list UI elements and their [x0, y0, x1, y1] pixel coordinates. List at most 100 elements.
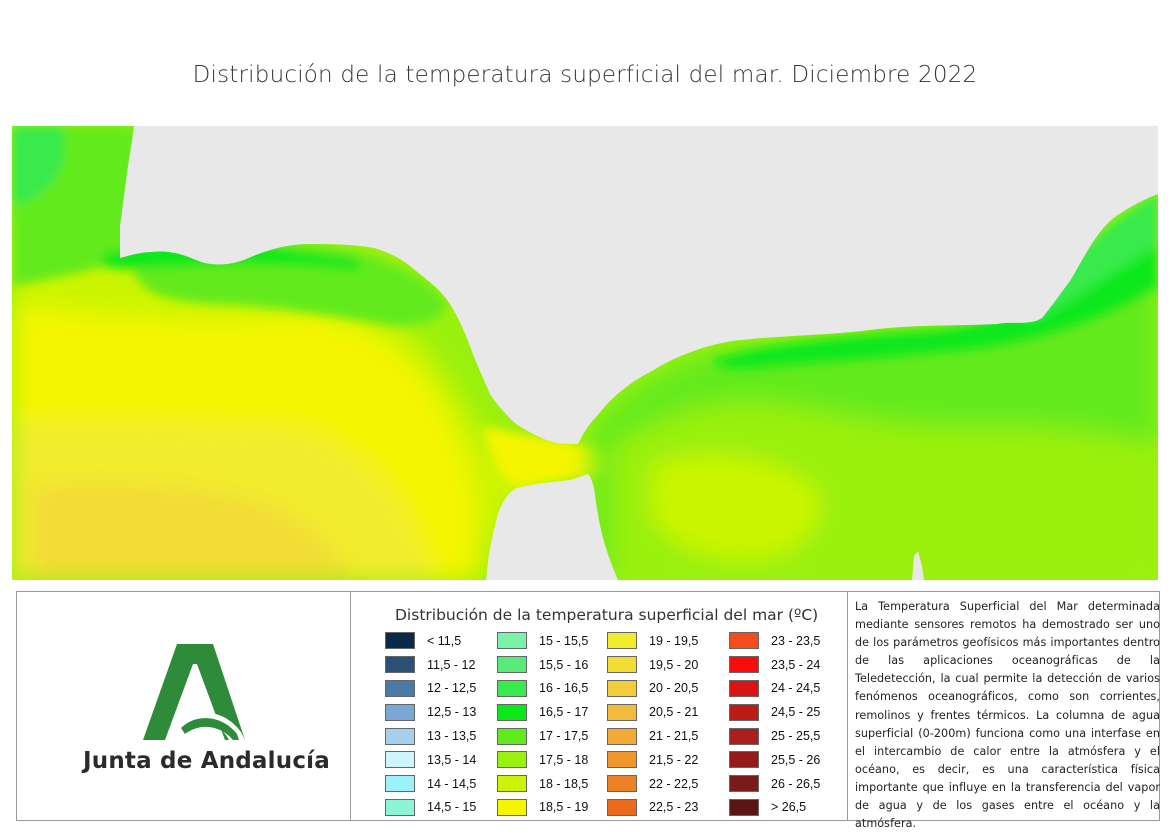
legend-label: 18 - 18,5: [539, 776, 589, 791]
junta-andalucia-logo-icon: [143, 644, 245, 740]
legend-swatch: [729, 751, 759, 769]
legend-item: 14,5 - 15: [385, 796, 476, 820]
legend-label: 25 - 25,5: [771, 729, 821, 744]
legend-swatch: [385, 775, 415, 793]
legend-item: 16 - 16,5: [497, 677, 588, 701]
land-iberia: [120, 126, 1158, 444]
legend-label: 22 - 22,5: [649, 776, 699, 791]
legend-label: 11,5 - 12: [427, 657, 476, 672]
legend-swatch: [607, 727, 637, 745]
legend-item: 21,5 - 22: [607, 748, 698, 772]
legend-label: 12 - 12,5: [427, 681, 477, 696]
description-text: La Temperatura Superficial del Mar deter…: [855, 600, 1160, 831]
legend-label: 25,5 - 26: [771, 752, 821, 767]
page-title: Distribución de la temperatura superfici…: [192, 62, 978, 88]
legend-item: 25 - 25,5: [729, 724, 820, 748]
legend-swatch: [385, 679, 415, 697]
legend-swatch: [497, 798, 527, 816]
legend-item: 22 - 22,5: [607, 772, 698, 796]
legend-item: 18 - 18,5: [497, 772, 588, 796]
legend-item: 17 - 17,5: [497, 724, 588, 748]
legend-item: 12,5 - 13: [385, 700, 476, 724]
legend-swatch: [385, 798, 415, 816]
legend-item: 11,5 - 12: [385, 653, 476, 677]
legend-label: 16,5 - 17: [539, 705, 589, 720]
legend-item: 24,5 - 25: [729, 700, 820, 724]
legend-item: 25,5 - 26: [729, 748, 820, 772]
legend-item: > 26,5: [729, 796, 820, 820]
legend-label: 26 - 26,5: [771, 776, 821, 791]
legend-label: 24,5 - 25: [771, 705, 821, 720]
legend-label: 20 - 20,5: [649, 681, 699, 696]
legend-swatch: [607, 798, 637, 816]
legend-item: 15,5 - 16: [497, 653, 588, 677]
legend-panel: Junta de Andalucía Distribución de la te…: [16, 591, 1160, 830]
legend-label: 12,5 - 13: [427, 705, 477, 720]
legend-swatch: [729, 656, 759, 674]
legend-label: 20,5 - 21: [649, 705, 699, 720]
legend-swatch: [729, 632, 759, 650]
legend-item: 24 - 24,5: [729, 677, 820, 701]
legend-item: 18,5 - 19: [497, 796, 588, 820]
legend-label: 24 - 24,5: [771, 681, 821, 696]
legend-label: 17 - 17,5: [539, 729, 589, 744]
legend-item: 14 - 14,5: [385, 772, 476, 796]
legend-swatch: [497, 751, 527, 769]
legend-label: 13,5 - 14: [427, 752, 477, 767]
legend-swatch: [729, 798, 759, 816]
legend-item: 12 - 12,5: [385, 677, 476, 701]
legend-label: 21,5 - 22: [649, 752, 699, 767]
legend-label: 23 - 23,5: [771, 633, 821, 648]
legend-swatch: [497, 775, 527, 793]
legend-swatch: [385, 656, 415, 674]
legend-column-1: < 11,5 11,5 - 12 12 - 12,5 12,5 - 13 13 …: [385, 629, 476, 819]
legend-label: 15,5 - 16: [539, 657, 589, 672]
legend-swatch: [497, 727, 527, 745]
legend-swatch: [729, 679, 759, 697]
legend-swatch: [385, 727, 415, 745]
legend-column-3: 19 - 19,5 19,5 - 20 20 - 20,5 20,5 - 21 …: [607, 629, 698, 819]
sst-map: [12, 126, 1158, 580]
legend-label: 14,5 - 15: [427, 800, 477, 815]
legend-title: Distribución de la temperatura superfici…: [395, 606, 819, 624]
legend-swatch: [607, 775, 637, 793]
legend-swatch: [607, 679, 637, 697]
legend-label: 19 - 19,5: [649, 633, 699, 648]
legend-item: 16,5 - 17: [497, 700, 588, 724]
legend-swatch: [729, 703, 759, 721]
legend-item: 26 - 26,5: [729, 772, 820, 796]
organization-name: Junta de Andalucía: [83, 748, 330, 774]
legend-item: 20 - 20,5: [607, 677, 698, 701]
legend-cell: Distribución de la temperatura superfici…: [351, 592, 848, 820]
legend-swatch: [497, 703, 527, 721]
legend-label: 18,5 - 19: [539, 800, 589, 815]
legend-item: 23,5 - 24: [729, 653, 820, 677]
legend-item: < 11,5: [385, 629, 476, 653]
legend-item: 17,5 - 18: [497, 748, 588, 772]
mediterranean-waters: [592, 276, 1158, 580]
legend-label: 22,5 - 23: [649, 800, 699, 815]
legend-item: 23 - 23,5: [729, 629, 820, 653]
legend-swatch: [385, 703, 415, 721]
land-alboran-coast: [912, 551, 924, 580]
logo-cell: Junta de Andalucía: [17, 592, 351, 820]
legend-swatch: [497, 656, 527, 674]
legend-label: 13 - 13,5: [427, 729, 477, 744]
legend-label: 19,5 - 20: [649, 657, 699, 672]
legend-column-4: 23 - 23,5 23,5 - 24 24 - 24,5 24,5 - 25 …: [729, 629, 820, 819]
legend-item: 21 - 21,5: [607, 724, 698, 748]
legend-swatch: [497, 632, 527, 650]
legend-swatch: [607, 703, 637, 721]
legend-swatch: [385, 751, 415, 769]
legend-swatch: [729, 727, 759, 745]
legend-label: 21 - 21,5: [649, 729, 699, 744]
legend-swatch: [497, 679, 527, 697]
legend-label: 15 - 15,5: [539, 633, 589, 648]
legend-swatch: [385, 632, 415, 650]
legend-label: < 11,5: [427, 633, 462, 648]
legend-swatch: [607, 656, 637, 674]
legend-item: 19,5 - 20: [607, 653, 698, 677]
legend-item: 13,5 - 14: [385, 748, 476, 772]
legend-label: > 26,5: [771, 800, 807, 815]
description-cell: La Temperatura Superficial del Mar deter…: [855, 598, 1160, 830]
